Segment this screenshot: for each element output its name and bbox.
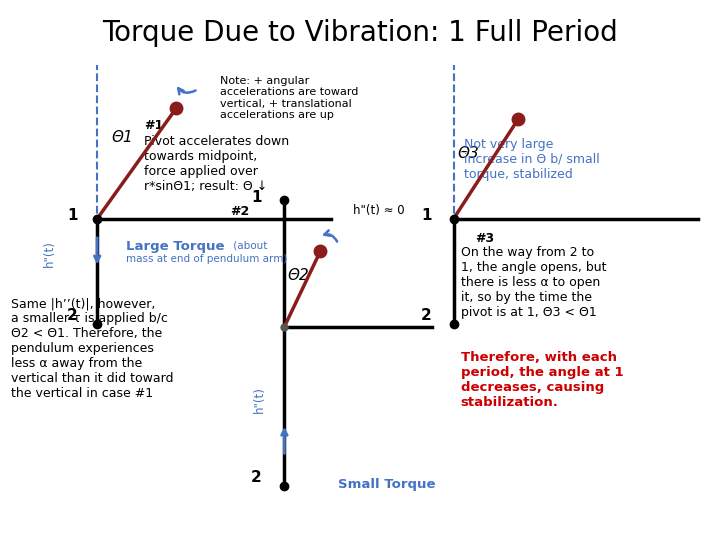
Text: Θ1: Θ1 [112, 130, 133, 145]
Text: mass at end of pendulum arm): mass at end of pendulum arm) [126, 254, 287, 264]
Text: h"(t) ≈ 0: h"(t) ≈ 0 [353, 204, 405, 217]
Text: Θ2: Θ2 [288, 268, 310, 283]
Text: #2: #2 [230, 205, 250, 218]
Text: 1: 1 [251, 190, 261, 205]
Text: 2: 2 [421, 308, 432, 323]
Text: Θ3: Θ3 [457, 146, 479, 161]
Text: #3: #3 [475, 232, 495, 245]
Text: Same |h’’(t)|, however,
a smaller τ is applied b/c
Θ2 < Θ1. Therefore, the
pendu: Same |h’’(t)|, however, a smaller τ is a… [11, 297, 174, 400]
Text: Note: + angular
accelerations are toward
vertical, + translational
accelerations: Note: + angular accelerations are toward… [220, 76, 358, 120]
Text: On the way from 2 to
1, the angle opens, but
there is less α to open
it, so by t: On the way from 2 to 1, the angle opens,… [461, 246, 606, 319]
Text: Pivot accelerates down
towards midpoint,
force applied over
r*sinΘ1; result: Θ ↓: Pivot accelerates down towards midpoint,… [144, 135, 289, 193]
Text: 2: 2 [251, 470, 261, 485]
Text: 1: 1 [421, 208, 432, 224]
Text: h"(t): h"(t) [42, 240, 55, 267]
Text: #1: #1 [144, 119, 163, 132]
Text: h"(t): h"(t) [253, 386, 266, 413]
Text: Small Torque: Small Torque [338, 478, 436, 491]
Text: Not very large
increase in Θ b/ small
torque, stabilized: Not very large increase in Θ b/ small to… [464, 138, 600, 181]
Text: Large Torque: Large Torque [126, 240, 225, 253]
Text: 1: 1 [67, 208, 78, 224]
Text: Therefore, with each
period, the angle at 1
decreases, causing
stabilization.: Therefore, with each period, the angle a… [461, 351, 624, 409]
Text: Torque Due to Vibration: 1 Full Period: Torque Due to Vibration: 1 Full Period [102, 19, 618, 47]
Text: (about: (about [230, 240, 268, 251]
Text: 2: 2 [67, 308, 78, 323]
